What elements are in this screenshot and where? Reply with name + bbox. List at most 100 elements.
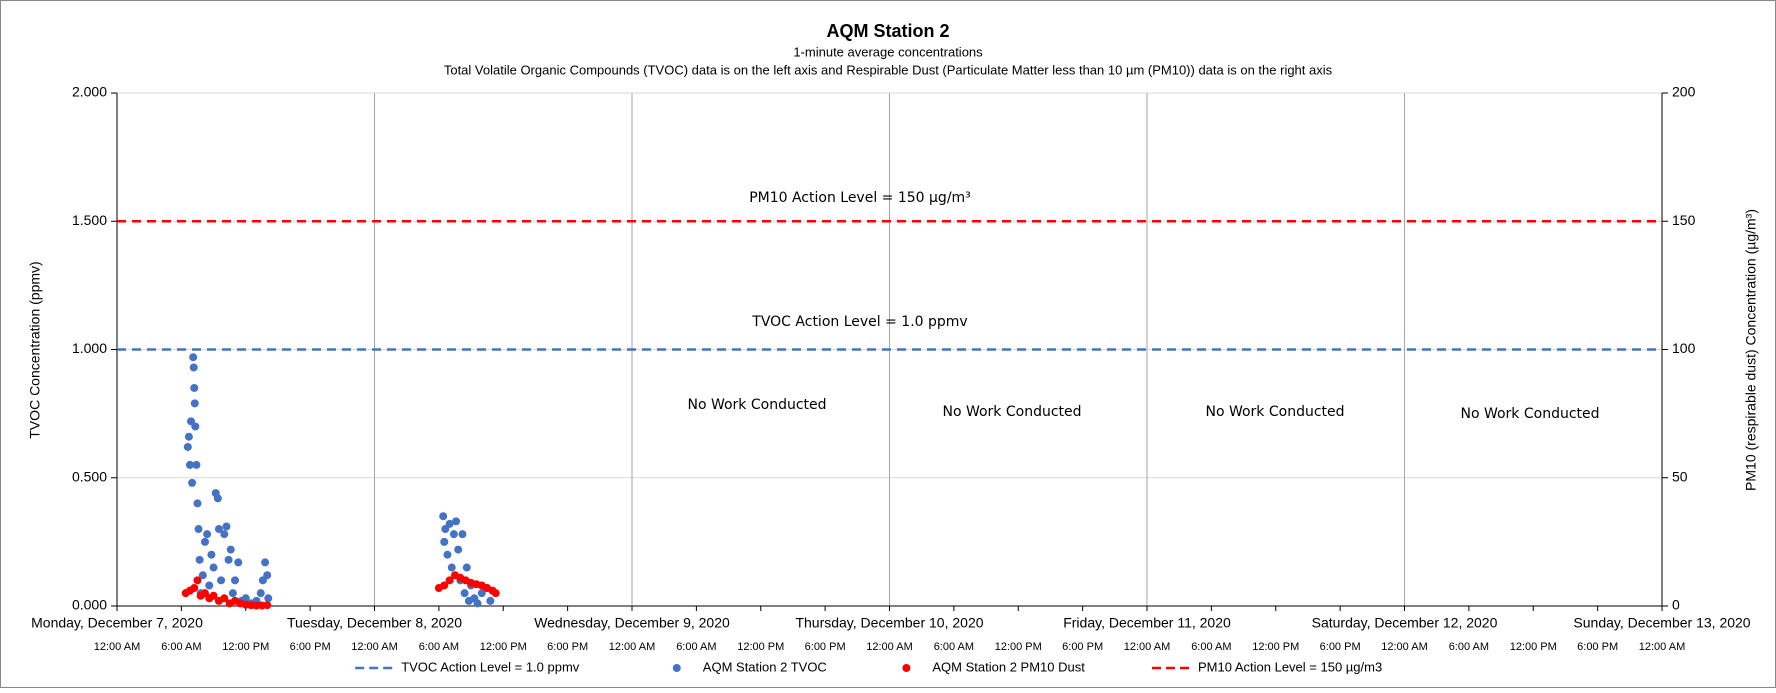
x-minor-tick-label: 12:00 PM (1510, 641, 1557, 653)
y-tick-label: 1.000 (72, 340, 107, 356)
x-tick-label: Thursday, December 10, 2020 (795, 615, 983, 631)
data-point (185, 460, 194, 469)
y-tick-label: 2.000 (72, 84, 107, 100)
data-point (191, 422, 200, 431)
annotation: No Work Conducted (942, 404, 1081, 420)
annotation: No Work Conducted (687, 397, 826, 413)
data-point (222, 522, 231, 531)
legend-label: PM10 Action Level = 150 µg/m3 (1198, 659, 1382, 674)
x-minor-tick-label: 6:00 AM (676, 641, 716, 653)
x-minor-tick-label: 6:00 AM (161, 641, 201, 653)
x-tick-label: Monday, December 7, 2020 (31, 615, 203, 631)
y2-tick-label: 0 (1672, 597, 1680, 613)
data-point (189, 363, 198, 372)
data-point (231, 576, 240, 585)
x-minor-tick-label: 12:00 PM (737, 641, 784, 653)
data-point (220, 594, 229, 603)
y-tick-label: 1.500 (72, 212, 107, 228)
y-axis-label: TVOC Concentration (ppmv) (27, 261, 43, 438)
data-point (207, 550, 216, 559)
data-point (190, 383, 199, 392)
data-point (192, 460, 201, 469)
data-point (439, 512, 448, 521)
legend-label: AQM Station 2 TVOC (703, 659, 827, 674)
data-point (443, 550, 452, 559)
data-point (228, 589, 237, 598)
data-point (189, 353, 198, 362)
data-point (447, 563, 456, 572)
x-tick-label: Tuesday, December 8, 2020 (287, 615, 462, 631)
data-point (452, 517, 461, 526)
data-point (226, 545, 235, 554)
legend: TVOC Action Level = 1.0 ppmv AQM Station … (355, 659, 1382, 674)
x-minor-tick-label: 6:00 PM (1577, 641, 1618, 653)
y2-tick-label: 50 (1672, 468, 1688, 484)
annotation: No Work Conducted (1205, 404, 1344, 420)
data-point (263, 601, 272, 610)
data-point (183, 442, 192, 451)
x-tick-label: Wednesday, December 9, 2020 (534, 615, 730, 631)
data-point (234, 558, 243, 567)
data-point (200, 537, 209, 546)
data-point (214, 525, 223, 534)
chart-title: AQM Station 2 (826, 21, 949, 41)
y2-tick-label: 100 (1672, 340, 1696, 356)
x-minor-tick-label: 12:00 AM (609, 641, 655, 653)
data-point (261, 558, 270, 567)
y-tick-label: 0.000 (72, 597, 107, 613)
x-tick-label: Sunday, December 13, 2020 (1573, 615, 1750, 631)
data-point (445, 519, 454, 528)
data-point (203, 530, 212, 539)
data-point (209, 591, 218, 600)
x-minor-tick-label: 6:00 PM (805, 641, 846, 653)
x-minor-tick-label: 6:00 AM (934, 641, 974, 653)
x-minor-tick-label: 12:00 AM (1639, 641, 1685, 653)
data-point (195, 555, 204, 564)
data-point (190, 584, 199, 593)
annotation: PM10 Action Level = 150 µg/m³ (749, 190, 971, 206)
data-point (486, 596, 495, 605)
x-minor-tick-label: 6:00 AM (1449, 641, 1489, 653)
data-point (213, 494, 222, 503)
data-point (462, 563, 471, 572)
data-point (224, 555, 233, 564)
y2-tick-label: 150 (1672, 212, 1696, 228)
data-point (473, 599, 482, 608)
y2-axis-label: PM10 (respirable dust) Concentration (µg… (1743, 209, 1759, 491)
x-minor-tick-label: 12:00 PM (1252, 641, 1299, 653)
annotation: TVOC Action Level = 1.0 ppmv (751, 314, 967, 330)
x-minor-tick-label: 6:00 PM (1062, 641, 1103, 653)
data-point (198, 571, 207, 580)
data-point (445, 576, 454, 585)
chart-subtitle: Total Volatile Organic Compounds (TVOC) … (444, 62, 1333, 77)
data-point (241, 594, 250, 603)
x-tick-label: Friday, December 11, 2020 (1063, 615, 1231, 631)
data-point (184, 432, 193, 441)
x-minor-tick-label: 12:00 AM (351, 641, 397, 653)
data-point (491, 589, 500, 598)
x-minor-tick-label: 6:00 AM (1191, 641, 1231, 653)
x-minor-tick-label: 12:00 AM (94, 641, 140, 653)
legend-swatch (672, 664, 681, 672)
legend-label: AQM Station 2 PM10 Dust (932, 659, 1085, 674)
x-minor-tick-label: 12:00 AM (1124, 641, 1170, 653)
data-point (193, 499, 202, 508)
data-point (220, 530, 229, 539)
data-point (193, 576, 202, 585)
x-minor-tick-label: 12:00 PM (222, 641, 269, 653)
data-point (190, 399, 199, 408)
data-point (194, 525, 203, 534)
data-point (256, 589, 265, 598)
y-tick-label: 0.500 (72, 468, 107, 484)
x-tick-label: Saturday, December 12, 2020 (1312, 615, 1498, 631)
data-point (264, 594, 273, 603)
x-minor-tick-label: 6:00 PM (547, 641, 588, 653)
data-point (263, 571, 272, 580)
x-minor-tick-label: 12:00 PM (480, 641, 527, 653)
data-point (217, 576, 226, 585)
annotation: No Work Conducted (1460, 406, 1599, 422)
legend-swatch (902, 664, 911, 672)
x-minor-tick-label: 6:00 PM (1320, 641, 1361, 653)
data-point (205, 581, 214, 590)
